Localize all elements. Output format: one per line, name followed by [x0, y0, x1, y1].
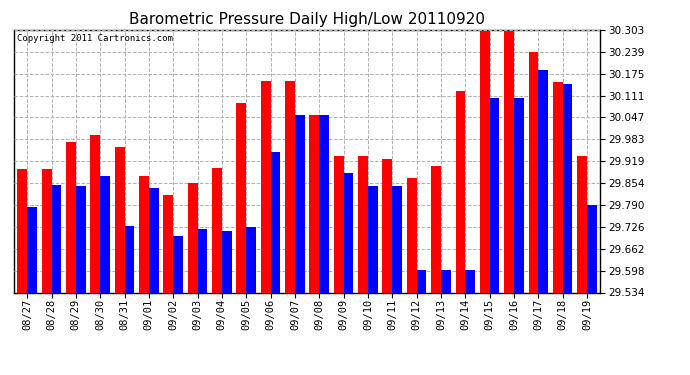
- Bar: [553, 82, 562, 292]
- Bar: [42, 169, 52, 292]
- Bar: [66, 142, 76, 292]
- Bar: [76, 186, 86, 292]
- Bar: [100, 176, 110, 292]
- Bar: [407, 178, 417, 292]
- Bar: [17, 169, 27, 292]
- Bar: [441, 270, 451, 292]
- Bar: [562, 84, 572, 292]
- Bar: [285, 81, 295, 292]
- Bar: [222, 231, 232, 292]
- Bar: [358, 156, 368, 292]
- Bar: [577, 156, 587, 292]
- Bar: [90, 135, 100, 292]
- Bar: [514, 98, 524, 292]
- Bar: [529, 51, 538, 292]
- Bar: [27, 207, 37, 292]
- Bar: [431, 166, 441, 292]
- Bar: [310, 115, 319, 292]
- Bar: [504, 31, 514, 292]
- Bar: [197, 229, 207, 292]
- Bar: [212, 168, 222, 292]
- Bar: [237, 103, 246, 292]
- Bar: [124, 226, 135, 292]
- Bar: [295, 115, 304, 292]
- Bar: [417, 270, 426, 292]
- Bar: [490, 98, 500, 292]
- Bar: [246, 227, 256, 292]
- Bar: [173, 236, 183, 292]
- Bar: [149, 188, 159, 292]
- Text: Copyright 2011 Cartronics.com: Copyright 2011 Cartronics.com: [17, 34, 172, 43]
- Bar: [538, 70, 548, 292]
- Bar: [392, 186, 402, 292]
- Bar: [164, 195, 173, 292]
- Title: Barometric Pressure Daily High/Low 20110920: Barometric Pressure Daily High/Low 20110…: [129, 12, 485, 27]
- Bar: [382, 159, 392, 292]
- Bar: [270, 152, 280, 292]
- Bar: [115, 147, 124, 292]
- Bar: [344, 172, 353, 292]
- Bar: [319, 115, 329, 292]
- Bar: [188, 183, 197, 292]
- Bar: [480, 31, 490, 292]
- Bar: [455, 91, 465, 292]
- Bar: [368, 186, 377, 292]
- Bar: [139, 176, 149, 292]
- Bar: [587, 205, 597, 292]
- Bar: [465, 270, 475, 292]
- Bar: [52, 184, 61, 292]
- Bar: [261, 81, 270, 292]
- Bar: [334, 156, 344, 292]
